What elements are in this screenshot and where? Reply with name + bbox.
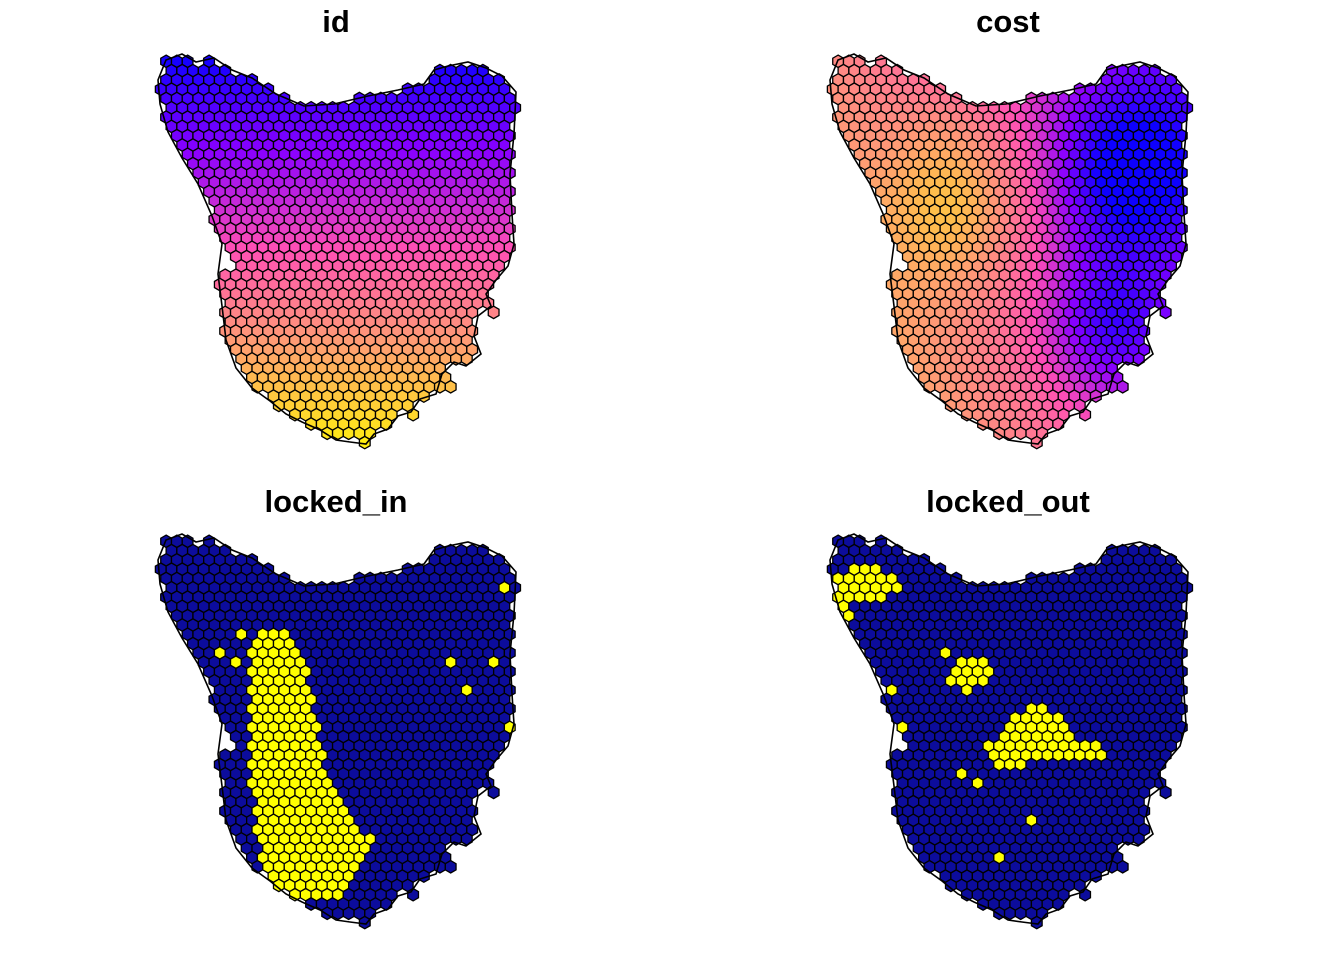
hex-cell: [1014, 426, 1027, 441]
hex-map-locked-in: [154, 533, 522, 930]
hex-cell: [444, 859, 457, 874]
hex-cell: [342, 906, 355, 921]
hex-cell: [331, 906, 344, 921]
coastline: [157, 533, 517, 925]
hex-map-locked-out: [826, 533, 1194, 930]
hex-cell: [1014, 906, 1027, 921]
coastline: [829, 53, 1189, 445]
panel-title-locked-in: locked_in: [264, 484, 408, 519]
hex-cell: [1003, 426, 1016, 441]
panel-title-cost: cost: [976, 4, 1040, 39]
coastline: [829, 533, 1189, 925]
hex-cell: [342, 426, 355, 441]
hex-cells: [826, 54, 1194, 450]
hex-cell: [1003, 906, 1016, 921]
hex-cell: [487, 785, 500, 800]
coastline: [157, 53, 517, 445]
hex-cell: [380, 417, 393, 431]
hex-cell: [1116, 379, 1129, 394]
hex-cell: [1052, 897, 1065, 911]
map-panel-id: id: [0, 0, 672, 480]
panel-title-id: id: [322, 4, 350, 39]
hex-map-id: [154, 53, 522, 450]
hex-cell: [1116, 859, 1129, 874]
hex-cell: [380, 897, 393, 911]
hex-map-cost: [826, 53, 1194, 450]
hex-cells: [826, 534, 1194, 930]
hex-cell: [444, 379, 457, 394]
hex-cell: [1052, 417, 1065, 431]
hex-cells: [154, 54, 522, 450]
hex-cell: [487, 305, 500, 320]
hex-cells: [154, 534, 522, 930]
hex-cell: [331, 426, 344, 441]
hex-cell: [1159, 785, 1172, 800]
panel-title-locked-out: locked_out: [926, 484, 1090, 519]
map-panel-cost: cost: [672, 0, 1344, 480]
map-panel-locked-out: locked_out: [672, 480, 1344, 960]
map-panel-locked-in: locked_in: [0, 480, 672, 960]
hex-cell: [1159, 305, 1172, 320]
